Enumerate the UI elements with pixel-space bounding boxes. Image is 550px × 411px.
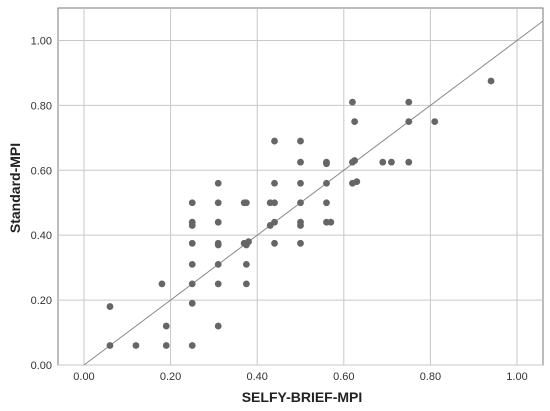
data-point — [214, 218, 222, 226]
data-point — [188, 260, 196, 268]
data-point — [188, 299, 196, 307]
data-point — [323, 160, 330, 168]
y-tick-label: 0.00 — [31, 360, 52, 372]
data-point — [214, 280, 222, 288]
data-point — [431, 118, 439, 125]
data-point — [323, 199, 330, 207]
data-point — [323, 179, 330, 187]
data-point — [245, 238, 252, 246]
data-point — [297, 137, 304, 145]
x-tick-label: 0.40 — [246, 371, 267, 383]
data-point — [487, 77, 495, 85]
data-point — [242, 280, 250, 288]
data-point — [297, 199, 304, 207]
data-point — [353, 178, 361, 186]
data-point — [271, 199, 278, 207]
y-tick-label: 0.80 — [31, 100, 52, 112]
data-point — [405, 118, 413, 125]
y-tick-label: 0.40 — [31, 230, 52, 242]
data-point — [188, 342, 196, 349]
x-tick-label: 0.80 — [420, 371, 441, 383]
data-point — [188, 199, 196, 207]
data-point — [106, 342, 114, 349]
y-tick-label: 1.00 — [31, 35, 52, 47]
data-point — [351, 157, 359, 164]
data-point — [388, 158, 395, 166]
gridlines — [58, 8, 543, 366]
y-axis-title: Standard-MPI — [7, 143, 23, 233]
data-point — [162, 322, 170, 330]
y-tick-label: 0.20 — [31, 295, 52, 307]
data-point — [242, 260, 250, 268]
data-point — [132, 342, 140, 349]
data-point — [349, 98, 356, 106]
x-tick-label: 1.00 — [506, 371, 527, 383]
data-point — [297, 239, 304, 247]
data-point — [158, 280, 166, 288]
reference-line-y-equals-x — [83, 20, 544, 366]
data-point — [327, 218, 335, 226]
data-point — [405, 98, 413, 106]
data-point — [379, 158, 387, 166]
data-point — [271, 137, 278, 145]
data-point — [106, 303, 114, 310]
data-point — [188, 222, 196, 229]
data-point — [297, 222, 304, 229]
data-point — [271, 239, 278, 247]
data-points — [106, 77, 495, 349]
data-point — [214, 179, 222, 187]
data-point — [162, 342, 170, 349]
data-point — [214, 260, 222, 268]
x-axis-title: SELFY-BRIEF-MPI — [242, 389, 363, 405]
data-point — [297, 158, 304, 166]
data-point — [271, 179, 278, 187]
data-point — [214, 241, 222, 249]
data-point — [266, 222, 274, 229]
data-point — [188, 239, 196, 247]
x-tick-label: 0.60 — [333, 371, 354, 383]
data-point — [188, 280, 196, 288]
data-point — [242, 199, 250, 207]
data-point — [405, 158, 413, 166]
data-point — [214, 322, 222, 330]
data-point — [351, 118, 359, 125]
data-point — [214, 199, 222, 207]
x-tick-label: 0.20 — [160, 371, 181, 383]
tick-labels: 0.00 0.20 0.40 0.60 0.80 1.00 0.00 0.20 0.40 0.60… — [31, 35, 528, 383]
x-tick-label: 0.00 — [73, 371, 94, 383]
y-tick-label: 0.60 — [31, 165, 52, 177]
data-point — [297, 179, 304, 187]
